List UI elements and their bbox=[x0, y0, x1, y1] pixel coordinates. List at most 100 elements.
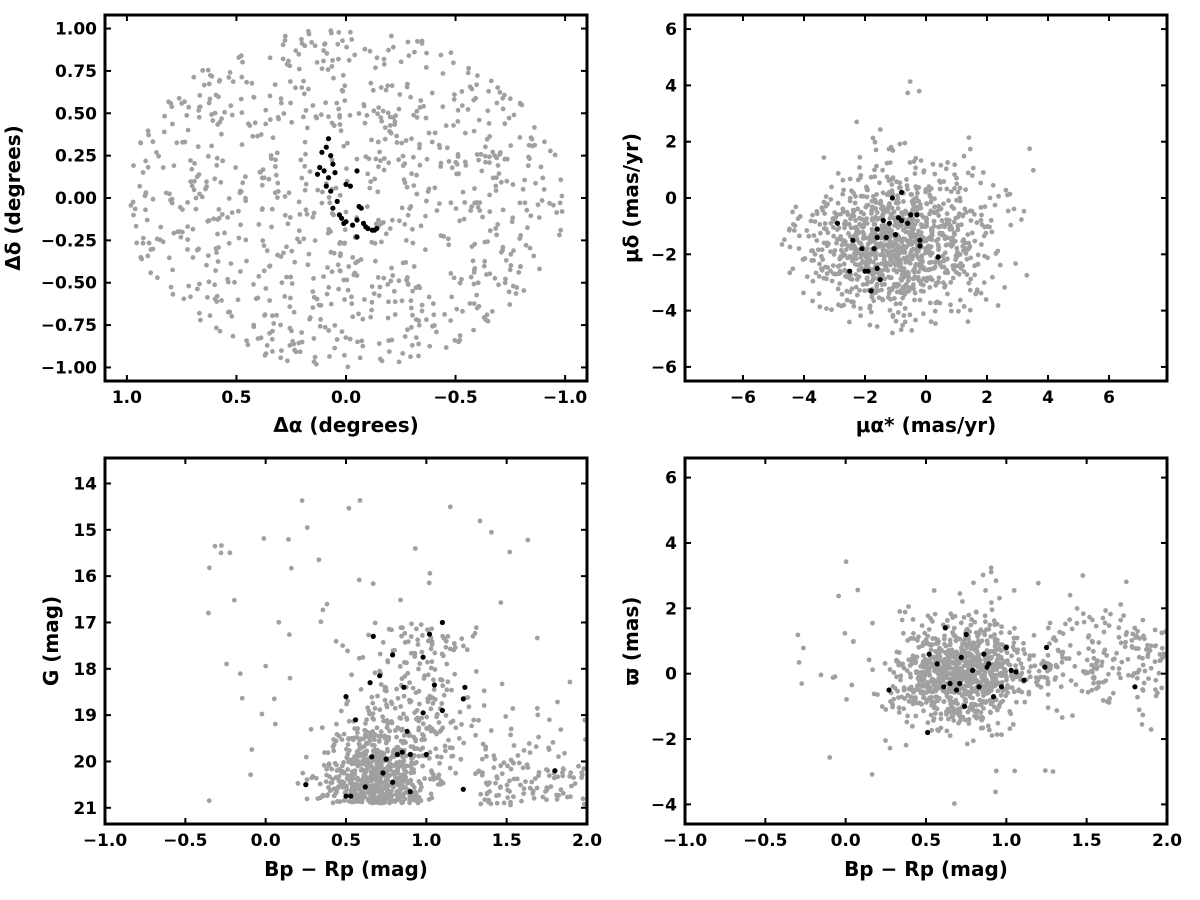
proper-motion-field-stars-point bbox=[950, 275, 956, 281]
proper-motion-field-stars-point bbox=[869, 198, 875, 204]
parallax-field-stars-point bbox=[1011, 689, 1017, 695]
color-magnitude-field-stars-point bbox=[378, 761, 384, 767]
sky-position-field-stars-point bbox=[227, 309, 233, 315]
parallax-field-stars-point bbox=[887, 745, 893, 751]
sky-position-field-stars-point bbox=[365, 171, 371, 177]
sky-position-field-stars-point bbox=[336, 286, 341, 292]
sky-position-field-stars-point bbox=[201, 82, 207, 88]
parallax-field-stars-point bbox=[978, 715, 984, 720]
parallax-field-stars-point bbox=[1129, 638, 1135, 643]
color-magnitude-field-stars-point bbox=[344, 784, 349, 789]
sky-position-field-stars-point bbox=[451, 60, 456, 66]
sky-position-field-stars-point bbox=[204, 184, 210, 189]
color-magnitude-field-stars-point bbox=[480, 770, 485, 776]
color-magnitude-field-stars-point bbox=[466, 704, 472, 710]
color-magnitude-field-stars-point bbox=[415, 642, 421, 647]
sky-position-field-stars-point bbox=[494, 100, 500, 106]
color-magnitude-field-stars-point bbox=[304, 777, 310, 783]
color-magnitude-field-stars-point bbox=[365, 775, 371, 781]
proper-motion-field-stars-point bbox=[835, 264, 841, 269]
proper-motion-field-stars-point bbox=[912, 171, 918, 177]
color-magnitude-field-stars-point bbox=[400, 794, 406, 800]
color-magnitude-field-stars-point bbox=[444, 661, 450, 667]
color-magnitude-field-stars-point bbox=[409, 621, 414, 627]
sky-position-field-stars-point bbox=[336, 30, 342, 35]
sky-position-field-stars-point bbox=[287, 63, 293, 69]
proper-motion-field-stars-point bbox=[910, 222, 915, 227]
sky-position-field-stars-point bbox=[168, 284, 174, 290]
sky-position-field-stars-point bbox=[477, 200, 483, 206]
proper-motion-field-stars-point bbox=[902, 319, 908, 325]
sky-position-members-point bbox=[332, 170, 338, 176]
proper-motion-field-stars-point bbox=[935, 236, 941, 242]
proper-motion-field-stars-point bbox=[841, 187, 846, 193]
color-magnitude-field-stars-point bbox=[532, 776, 538, 781]
color-magnitude-field-stars-point bbox=[478, 801, 484, 807]
color-magnitude-field-stars-point bbox=[544, 767, 549, 772]
proper-motion-field-stars-point bbox=[855, 206, 861, 212]
parallax-field-stars-point bbox=[1060, 649, 1066, 655]
proper-motion-field-stars-point bbox=[886, 286, 892, 292]
proper-motion-field-stars-point bbox=[957, 297, 963, 303]
parallax-field-stars-point bbox=[1013, 674, 1019, 680]
color-magnitude-field-stars-point bbox=[447, 765, 453, 771]
parallax-field-stars-point bbox=[956, 636, 962, 641]
proper-motion-field-stars-point bbox=[855, 262, 861, 268]
sky-position-field-stars-point bbox=[342, 352, 347, 358]
parallax-field-stars-point bbox=[1000, 698, 1006, 704]
sky-position-field-stars-point bbox=[502, 92, 507, 98]
sky-position-field-stars-point bbox=[529, 136, 535, 142]
proper-motion-field-stars-point bbox=[978, 205, 984, 210]
proper-motion-field-stars-point bbox=[979, 212, 984, 218]
color-magnitude-field-stars-point bbox=[434, 714, 439, 720]
parallax-field-stars-point bbox=[887, 667, 893, 672]
color-magnitude-field-stars-point bbox=[392, 705, 398, 711]
color-magnitude-field-stars-point bbox=[378, 798, 384, 804]
parallax-field-stars-point bbox=[1000, 688, 1006, 694]
parallax-field-stars-point bbox=[957, 666, 963, 672]
proper-motion-field-stars-point bbox=[868, 236, 874, 241]
color-magnitude-field-stars-point bbox=[365, 734, 370, 739]
sky-position-field-stars-point bbox=[138, 140, 144, 146]
proper-motion-field-stars-point bbox=[989, 229, 995, 235]
sky-position-field-stars-point bbox=[329, 64, 335, 69]
sky-position-field-stars-point bbox=[354, 156, 360, 162]
sky-position-ytick-label: 0.00 bbox=[55, 189, 97, 209]
sky-position-field-stars-point bbox=[411, 264, 417, 269]
sky-position-field-stars-point bbox=[267, 55, 273, 61]
color-magnitude-field-stars-point bbox=[303, 754, 309, 760]
color-magnitude-field-stars-point bbox=[331, 737, 336, 742]
parallax-field-stars-point bbox=[1067, 617, 1072, 623]
color-magnitude-field-stars-point bbox=[580, 796, 586, 802]
parallax-field-stars-point bbox=[1106, 671, 1111, 677]
color-magnitude-field-stars-point bbox=[395, 695, 401, 701]
color-magnitude-field-stars-point bbox=[428, 791, 434, 797]
proper-motion-field-stars-point bbox=[825, 230, 831, 236]
parallax-field-stars-point bbox=[1011, 640, 1017, 646]
sky-position-field-stars-point bbox=[206, 253, 211, 258]
color-magnitude-xtick-label: −1.0 bbox=[83, 831, 128, 851]
color-magnitude-field-stars-point bbox=[347, 780, 353, 786]
proper-motion-field-stars-point bbox=[870, 135, 876, 141]
proper-motion-field-stars-point bbox=[853, 218, 858, 223]
sky-position-field-stars-point bbox=[278, 96, 284, 102]
sky-position-field-stars-point bbox=[282, 38, 288, 43]
sky-position-field-stars-point bbox=[472, 266, 478, 271]
proper-motion-ytick-label: 2 bbox=[665, 133, 677, 153]
parallax-members-point bbox=[925, 729, 931, 736]
sky-position-field-stars-point bbox=[219, 212, 225, 217]
color-magnitude-field-stars-point bbox=[370, 700, 376, 706]
sky-position-field-stars-point bbox=[318, 112, 324, 118]
sky-position-field-stars-point bbox=[417, 145, 422, 151]
sky-position-field-stars-point bbox=[132, 206, 138, 212]
color-magnitude-members-point bbox=[552, 768, 558, 774]
parallax-field-stars-point bbox=[987, 697, 993, 703]
sky-position-field-stars-point bbox=[385, 110, 391, 116]
parallax-field-stars-point bbox=[1140, 617, 1146, 623]
sky-position-field-stars-point bbox=[368, 314, 374, 320]
parallax-field-stars-point bbox=[1147, 648, 1153, 653]
sky-position-field-stars-point bbox=[487, 154, 492, 160]
parallax-field-stars-point bbox=[985, 723, 991, 729]
parallax-field-stars-point bbox=[962, 697, 968, 702]
